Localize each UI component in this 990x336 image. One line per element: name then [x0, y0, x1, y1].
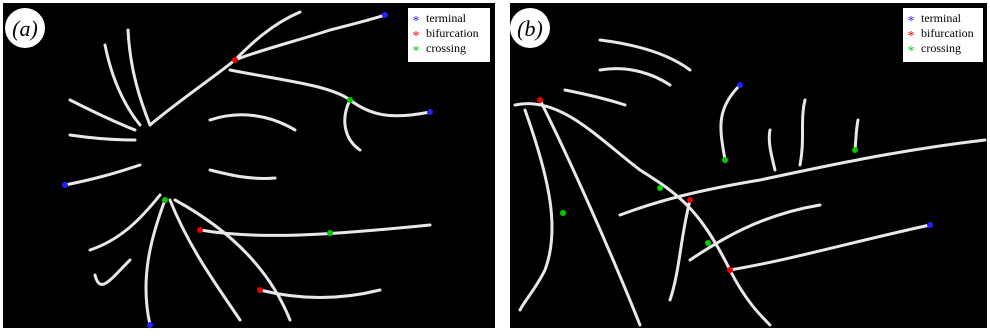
legend: * terminal * bifurcation * crossing: [408, 8, 490, 62]
panel-label: (b): [517, 16, 543, 41]
legend-symbol: *: [413, 29, 420, 44]
panel-b: (b) * terminal * bifurcation * crossing: [510, 3, 987, 328]
panel-label: (a): [12, 16, 38, 41]
legend-label: crossing: [426, 41, 466, 55]
legend-label: crossing: [921, 41, 961, 55]
panel-a: (a) * terminal * bifurcation * crossing: [3, 3, 495, 328]
legend-label: bifurcation: [426, 26, 479, 40]
legend-symbol: *: [413, 14, 420, 29]
legend-symbol: *: [908, 14, 915, 29]
legend-label: terminal: [426, 11, 467, 25]
legend: * terminal * bifurcation * crossing: [903, 8, 983, 62]
figure: (a) * terminal * bifurcation * crossing: [0, 0, 990, 331]
legend-symbol: *: [413, 44, 420, 59]
legend-symbol: *: [908, 29, 915, 44]
legend-symbol: *: [908, 44, 915, 59]
legend-label: bifurcation: [921, 26, 974, 40]
page: {"panels": [ {"label": "(a)", "legend": …: [0, 0, 990, 331]
legend-label: terminal: [921, 11, 962, 25]
